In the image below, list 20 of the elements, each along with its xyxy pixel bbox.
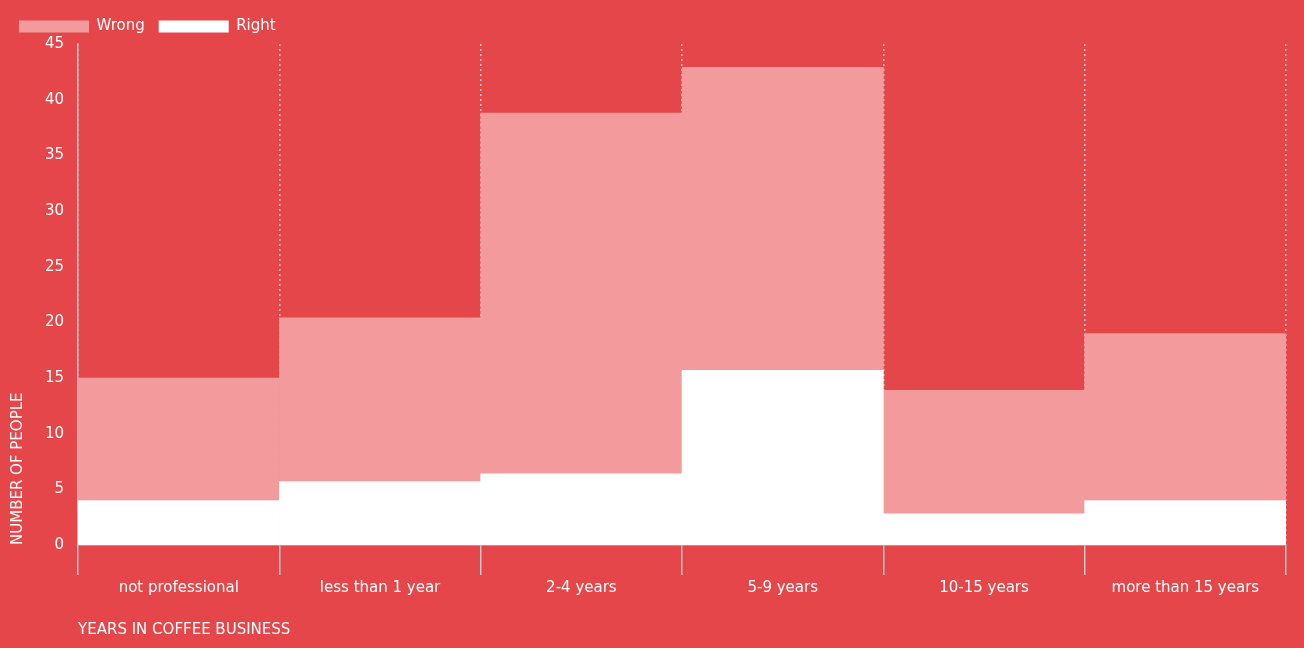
x-tick-label: 2-4 years	[546, 577, 617, 596]
y-tick-label: 35	[44, 145, 65, 164]
x-tick-label: more than 15 years	[1111, 577, 1260, 596]
y-tick-label: 40	[44, 89, 65, 108]
legend-label: Wrong	[96, 16, 145, 35]
y-tick-label: 5	[54, 479, 65, 498]
y-tick-label: 25	[44, 256, 65, 275]
x-tick-label: not professional	[118, 577, 239, 596]
x-tick-label: 5-9 years	[747, 577, 819, 596]
x-axis-title: YEARS IN COFFEE BUSINESS	[77, 619, 291, 638]
x-tick-label: 10-15 years	[939, 577, 1030, 596]
y-tick-label: 45	[44, 33, 65, 52]
x-tick-label: less than 1 year	[319, 577, 442, 596]
y-axis-title: NUMBER OF PEOPLE	[7, 392, 26, 545]
y-tick-label: 15	[44, 367, 65, 386]
legend-label: Right	[236, 16, 276, 35]
y-tick-label: 0	[54, 534, 65, 553]
y-tick-label: 30	[44, 200, 65, 219]
y-tick-label: 20	[44, 312, 65, 331]
y-tick-label: 10	[44, 423, 65, 442]
